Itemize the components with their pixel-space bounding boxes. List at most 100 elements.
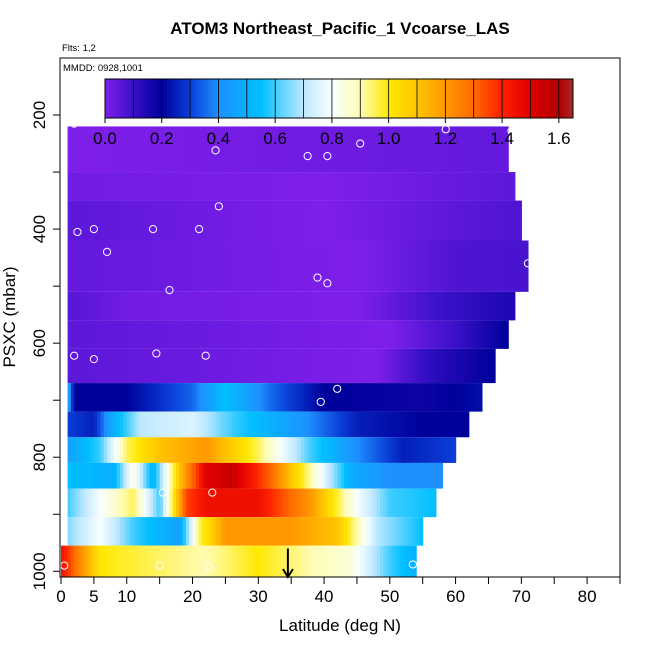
heatmap-cell <box>370 348 374 384</box>
heatmap-cell <box>330 437 335 463</box>
heatmap-cell <box>182 126 187 173</box>
heatmap-cell <box>268 545 273 577</box>
heatmap-cell <box>281 545 286 577</box>
heatmap-cell <box>462 348 467 384</box>
heatmap-cell <box>84 411 88 438</box>
heatmap-cell <box>488 200 493 241</box>
heatmap-cell <box>146 545 151 577</box>
heatmap-cell <box>402 348 407 384</box>
heatmap-cell <box>330 488 335 518</box>
heatmap-cell <box>412 126 417 173</box>
heatmap-cell <box>212 348 217 384</box>
heatmap-cell <box>136 348 141 384</box>
sample-marker <box>208 488 217 497</box>
heatmap-cell <box>399 200 404 241</box>
heatmap-cell <box>327 172 332 201</box>
heatmap-cell <box>442 320 447 349</box>
heatmap-cell <box>97 462 102 489</box>
heatmap-cell <box>314 545 319 577</box>
heatmap-cell <box>472 320 476 349</box>
colorbar-swatch <box>268 79 273 118</box>
heatmap-cell <box>406 545 411 577</box>
heatmap-cell <box>379 411 384 438</box>
heatmap-cell <box>248 200 253 241</box>
heatmap-cell <box>90 126 95 173</box>
heatmap-cell <box>182 411 187 438</box>
heatmap-cell <box>268 383 273 412</box>
heatmap-cell <box>90 240 95 292</box>
heatmap-cell <box>225 411 230 438</box>
heatmap-cell <box>264 517 269 546</box>
heatmap-cell <box>103 348 108 384</box>
colorbar-swatch <box>453 79 457 118</box>
colorbar-swatch <box>359 79 363 118</box>
colorbar-swatch <box>198 79 203 118</box>
heatmap-cell <box>130 240 134 292</box>
heatmap-cell <box>228 320 233 349</box>
heatmap-cell <box>363 437 368 463</box>
colorbar-swatch <box>511 79 515 118</box>
heatmap-cell <box>123 517 128 546</box>
heatmap-cell <box>465 348 470 384</box>
heatmap-cell <box>310 200 315 241</box>
heatmap-cell <box>314 126 319 173</box>
heatmap-cell <box>320 126 325 173</box>
heatmap-cell <box>162 291 167 321</box>
colorbar-swatch <box>303 79 308 118</box>
heatmap-cell <box>511 200 516 241</box>
heatmap-cell <box>162 462 167 489</box>
heatmap-cell <box>110 545 115 577</box>
heatmap-cell <box>287 488 292 518</box>
heatmap-cell <box>123 411 128 438</box>
heatmap-cell <box>455 172 460 201</box>
heatmap-cell <box>356 320 361 349</box>
heatmap-cell <box>143 348 148 384</box>
heatmap-cell <box>116 462 121 489</box>
heatmap-cell <box>172 462 177 489</box>
heatmap-cell <box>452 437 457 463</box>
heatmap-cell <box>350 545 355 577</box>
sample-marker <box>89 225 98 234</box>
heatmap-cell <box>281 172 286 201</box>
heatmap-cell <box>228 437 233 463</box>
heatmap-cell <box>317 320 322 349</box>
heatmap-cell <box>202 517 207 546</box>
heatmap-cell <box>100 545 105 577</box>
heatmap-cell <box>314 488 319 518</box>
heatmap-cell <box>291 488 296 518</box>
heatmap-cell <box>166 437 171 463</box>
heatmap-cell <box>432 411 437 438</box>
heatmap-cell <box>278 488 282 518</box>
heatmap-cell <box>205 437 210 463</box>
heatmap-cell <box>360 200 365 241</box>
heatmap-cell <box>340 462 345 489</box>
heatmap-cell <box>360 348 365 384</box>
heatmap-cell <box>491 291 496 321</box>
heatmap-cell <box>468 200 473 241</box>
heatmap-cell <box>97 517 102 546</box>
heatmap-cell <box>136 437 141 463</box>
heatmap-cell <box>90 383 95 412</box>
heatmap-cell <box>498 126 503 173</box>
heatmap-cell <box>116 320 121 349</box>
heatmap-cell <box>320 348 325 384</box>
heatmap-cell <box>218 488 223 518</box>
heatmap-cell <box>281 488 286 518</box>
heatmap-cell <box>182 517 187 546</box>
heatmap-cell <box>435 291 440 321</box>
heatmap-cell <box>264 411 269 438</box>
colorbar-swatch <box>450 79 454 118</box>
heatmap-cell <box>107 126 111 173</box>
heatmap-cell <box>133 200 138 241</box>
heatmap-cell <box>396 320 401 349</box>
heatmap-cell <box>462 126 467 173</box>
heatmap-cell <box>231 462 236 489</box>
heatmap-cell <box>399 240 404 292</box>
heatmap-cell <box>67 517 72 546</box>
heatmap-cell <box>383 172 388 201</box>
heatmap-cell <box>310 240 315 292</box>
heatmap-cell <box>208 545 213 577</box>
heatmap-cell <box>67 437 72 463</box>
heatmap-cell <box>182 545 187 577</box>
colorbar-swatch <box>277 79 281 118</box>
